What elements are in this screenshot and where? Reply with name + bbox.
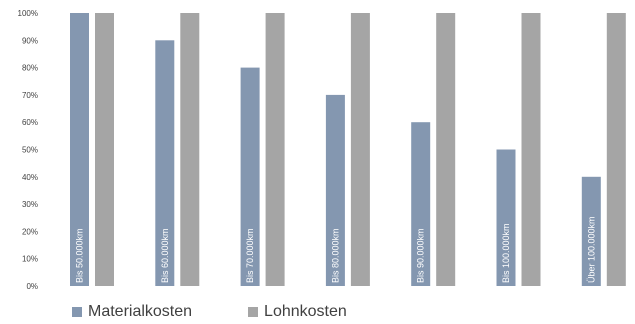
y-tick-label: 0% [26, 282, 38, 291]
y-tick-label: 10% [22, 255, 38, 264]
y-tick-label: 60% [22, 118, 38, 127]
bar-lohnkosten-6 [606, 13, 626, 286]
legend: Materialkosten Lohnkosten [72, 303, 347, 321]
bar-lohnkosten-0 [95, 13, 114, 286]
legend-label-lohnkosten: Lohnkosten [264, 303, 347, 320]
category-labels: Bis 50.000km Bis 60.000km Bis 70.000km Bis … [75, 216, 597, 283]
category-label: Bis 70.000km [245, 228, 255, 283]
bar-lohnkosten-5 [521, 13, 541, 286]
legend-swatch-materialkosten [72, 307, 82, 317]
category-label: Bis 90.000km [416, 228, 426, 283]
bar-materialkosten-3 [325, 94, 345, 287]
y-tick-label: 90% [22, 36, 38, 45]
bar-lohnkosten-1 [180, 13, 200, 286]
bars [70, 13, 626, 287]
legend-label-materialkosten: Materialkosten [88, 303, 193, 320]
bar-chart: 0% 10% 20% 30% 40% 50% 60% 70% 80% 90% 100% Bis 50… [18, 9, 626, 291]
bar-materialkosten-1 [155, 40, 175, 286]
bar-materialkosten-6 [581, 176, 601, 286]
category-label: Bis 80.000km [330, 228, 340, 283]
bar-lohnkosten-2 [265, 13, 285, 286]
legend-item-materialkosten: Materialkosten [72, 303, 192, 321]
bar-lohnkosten-3 [350, 13, 370, 286]
category-label: Über 100.000km [586, 216, 596, 283]
y-tick-label: 30% [22, 200, 38, 209]
y-tick-label: 40% [22, 173, 38, 182]
category-label: Bis 60.000km [160, 228, 170, 283]
bar-materialkosten-5 [496, 149, 516, 286]
y-tick-label: 50% [22, 146, 38, 155]
bar-materialkosten-0 [70, 13, 89, 286]
legend-item-lohnkosten: Lohnkosten [248, 303, 347, 321]
y-tick-label: 20% [22, 227, 38, 236]
y-tick-label: 70% [22, 91, 38, 100]
category-label: Bis 50.000km [75, 228, 85, 283]
y-tick-label: 80% [22, 64, 38, 73]
legend-swatch-lohnkosten [248, 307, 259, 317]
bar-materialkosten-2 [240, 67, 260, 286]
category-label: Bis 100.000km [501, 223, 511, 283]
y-axis: 0% 10% 20% 30% 40% 50% 60% 70% 80% 90% 100% [18, 9, 38, 291]
bar-materialkosten-4 [411, 122, 431, 286]
bar-lohnkosten-4 [436, 13, 456, 286]
y-tick-label: 100% [18, 9, 38, 18]
